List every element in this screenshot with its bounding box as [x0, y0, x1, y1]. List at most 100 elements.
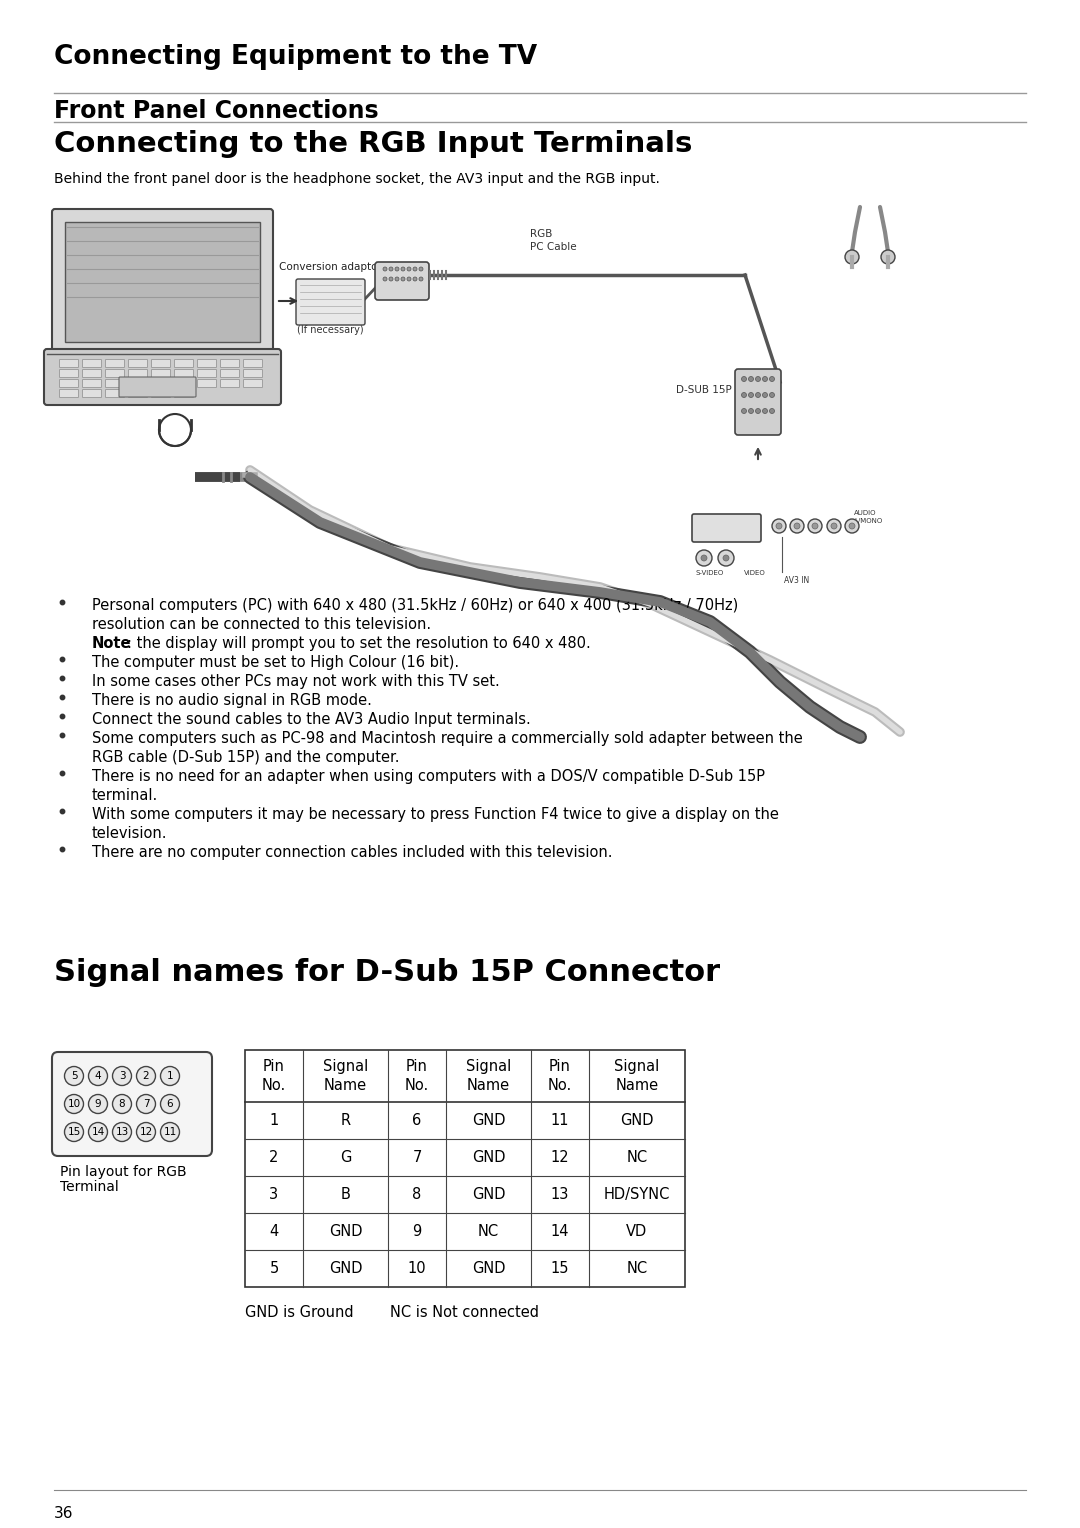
Circle shape [112, 1094, 132, 1114]
Circle shape [413, 277, 417, 281]
Text: 14: 14 [551, 1224, 569, 1239]
FancyBboxPatch shape [59, 379, 79, 388]
Circle shape [808, 520, 822, 533]
Text: AV3 IN: AV3 IN [784, 576, 809, 585]
Text: terminal.: terminal. [92, 788, 159, 804]
Text: Signal
Name: Signal Name [615, 1059, 660, 1093]
Circle shape [383, 277, 387, 281]
Text: Signal names for D-Sub 15P Connector: Signal names for D-Sub 15P Connector [54, 958, 720, 987]
FancyBboxPatch shape [52, 1051, 212, 1157]
Text: 7: 7 [143, 1099, 149, 1109]
Text: GND is Ground: GND is Ground [245, 1305, 353, 1320]
Bar [245, 1050, 685, 1287]
Text: Connecting to the RGB Input Terminals: Connecting to the RGB Input Terminals [54, 130, 692, 157]
Text: GND: GND [328, 1261, 362, 1276]
Text: RGB (31.5kHz): RGB (31.5kHz) [700, 526, 752, 532]
FancyBboxPatch shape [129, 370, 148, 377]
FancyBboxPatch shape [198, 370, 216, 377]
Text: Connect the sound cables to the AV3 Audio Input terminals.: Connect the sound cables to the AV3 Audi… [92, 712, 530, 727]
FancyBboxPatch shape [151, 379, 171, 388]
FancyBboxPatch shape [243, 379, 262, 388]
Circle shape [845, 520, 859, 533]
Circle shape [136, 1123, 156, 1141]
Text: D-SUB 15P: D-SUB 15P [676, 385, 732, 396]
Text: 7: 7 [413, 1151, 421, 1164]
Text: RGB cable (D-Sub 15P) and the computer.: RGB cable (D-Sub 15P) and the computer. [92, 750, 400, 766]
Circle shape [831, 523, 837, 529]
FancyBboxPatch shape [375, 261, 429, 299]
Text: television.: television. [92, 827, 167, 840]
FancyBboxPatch shape [65, 222, 260, 342]
Text: 2: 2 [143, 1071, 149, 1080]
Text: There are no computer connection cables included with this television.: There are no computer connection cables … [92, 845, 612, 860]
Text: 11: 11 [551, 1112, 569, 1128]
Text: 6: 6 [413, 1112, 421, 1128]
Text: Pin layout for RGB: Pin layout for RGB [60, 1164, 187, 1180]
Text: Connecting Equipment to the TV: Connecting Equipment to the TV [54, 44, 537, 70]
Circle shape [696, 550, 712, 565]
Circle shape [794, 523, 800, 529]
Circle shape [112, 1123, 132, 1141]
FancyBboxPatch shape [151, 359, 171, 368]
FancyBboxPatch shape [82, 390, 102, 397]
Circle shape [748, 376, 754, 382]
Circle shape [65, 1123, 83, 1141]
Text: 6: 6 [166, 1099, 173, 1109]
Circle shape [812, 523, 818, 529]
Text: GND: GND [472, 1187, 505, 1203]
Text: 10: 10 [407, 1261, 427, 1276]
Circle shape [161, 1094, 179, 1114]
Circle shape [769, 393, 774, 397]
Circle shape [777, 523, 782, 529]
Circle shape [748, 393, 754, 397]
Circle shape [89, 1123, 108, 1141]
Circle shape [65, 1094, 83, 1114]
Text: 4: 4 [95, 1071, 102, 1080]
FancyBboxPatch shape [151, 370, 171, 377]
FancyBboxPatch shape [175, 390, 193, 397]
FancyBboxPatch shape [175, 379, 193, 388]
Circle shape [89, 1067, 108, 1085]
FancyBboxPatch shape [106, 379, 124, 388]
FancyBboxPatch shape [296, 280, 365, 325]
Text: VD: VD [626, 1224, 648, 1239]
Text: 11: 11 [163, 1128, 177, 1137]
Text: 1: 1 [166, 1071, 173, 1080]
Text: 12: 12 [139, 1128, 152, 1137]
Text: 8: 8 [413, 1187, 421, 1203]
FancyBboxPatch shape [106, 370, 124, 377]
Text: There is no audio signal in RGB mode.: There is no audio signal in RGB mode. [92, 694, 372, 707]
Text: 14: 14 [92, 1128, 105, 1137]
Text: Terminal: Terminal [60, 1180, 119, 1193]
Circle shape [762, 408, 768, 414]
FancyBboxPatch shape [175, 370, 193, 377]
Circle shape [401, 267, 405, 270]
Text: 10: 10 [67, 1099, 81, 1109]
Text: G: G [340, 1151, 351, 1164]
Text: Pin
No.: Pin No. [548, 1059, 572, 1093]
FancyBboxPatch shape [692, 513, 761, 542]
Text: NC: NC [478, 1224, 499, 1239]
Text: 12: 12 [551, 1151, 569, 1164]
Circle shape [827, 520, 841, 533]
Circle shape [723, 555, 729, 561]
Circle shape [419, 277, 423, 281]
Circle shape [383, 267, 387, 270]
Text: GND: GND [472, 1112, 505, 1128]
Text: B: B [340, 1187, 350, 1203]
Text: VIDEO: VIDEO [744, 570, 766, 576]
Circle shape [769, 408, 774, 414]
FancyBboxPatch shape [82, 359, 102, 368]
FancyBboxPatch shape [52, 209, 273, 354]
Text: 9: 9 [95, 1099, 102, 1109]
Text: Signal
Name: Signal Name [323, 1059, 368, 1093]
Circle shape [756, 376, 760, 382]
Circle shape [407, 267, 411, 270]
Text: (If necessary): (If necessary) [297, 325, 363, 335]
Circle shape [762, 376, 768, 382]
Circle shape [401, 277, 405, 281]
Circle shape [701, 555, 707, 561]
FancyBboxPatch shape [59, 390, 79, 397]
Circle shape [769, 376, 774, 382]
Text: The computer must be set to High Colour (16 bit).: The computer must be set to High Colour … [92, 656, 459, 669]
